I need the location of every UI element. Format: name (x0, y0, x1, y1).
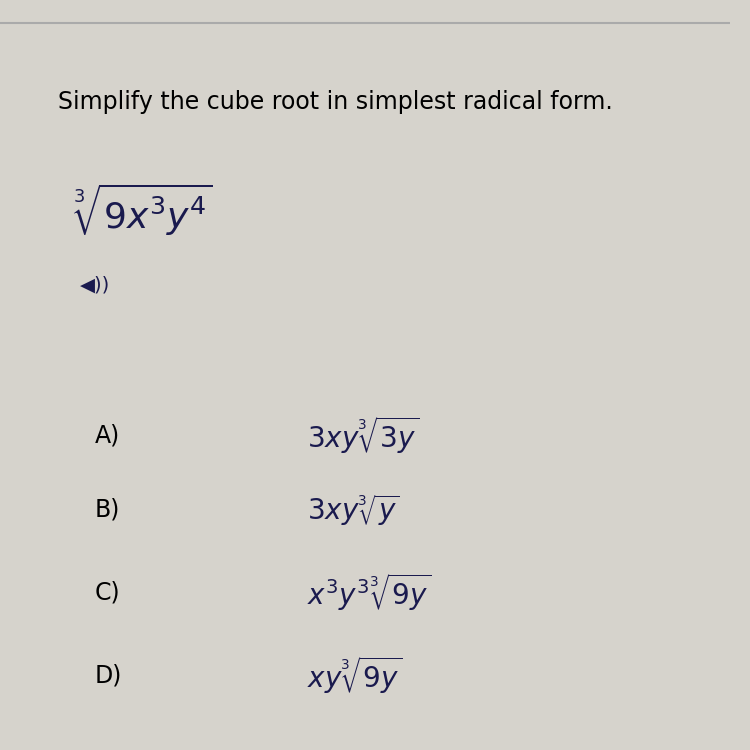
Text: $3xy\sqrt[3]{y}$: $3xy\sqrt[3]{y}$ (307, 492, 400, 528)
Text: ◀)): ◀)) (80, 275, 110, 295)
Text: $xy\sqrt[3]{9y}$: $xy\sqrt[3]{9y}$ (307, 654, 402, 696)
Text: $\sqrt[3]{9x^3y^4}$: $\sqrt[3]{9x^3y^4}$ (73, 182, 213, 238)
Text: Simplify the cube root in simplest radical form.: Simplify the cube root in simplest radic… (58, 90, 614, 114)
Text: B): B) (95, 498, 120, 522)
Text: C): C) (95, 580, 121, 604)
Text: $x^3y^3\sqrt[3]{9y}$: $x^3y^3\sqrt[3]{9y}$ (307, 572, 430, 614)
Text: D): D) (95, 663, 122, 687)
Text: $3xy\sqrt[3]{3y}$: $3xy\sqrt[3]{3y}$ (307, 414, 419, 456)
Text: A): A) (95, 423, 120, 447)
